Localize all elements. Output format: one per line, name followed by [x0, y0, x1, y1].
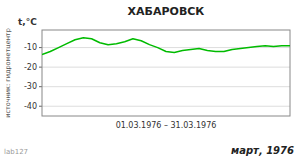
tick-label: -10	[24, 43, 37, 52]
grid-line	[42, 67, 290, 68]
tick-label: -40	[24, 102, 37, 111]
plot-frame	[42, 30, 290, 116]
series-group	[42, 38, 290, 55]
source-label: источник: гидрометцентр	[4, 28, 12, 118]
x-axis-label: 01.03.1976 – 31.03.1976	[116, 121, 217, 130]
tick-label: -20	[24, 63, 37, 72]
y-axis-label: t,°C	[18, 17, 37, 27]
grid-line	[42, 86, 290, 87]
temperature-line	[42, 38, 290, 55]
watermark: lab127	[4, 148, 28, 156]
footer: март, 1976	[231, 145, 294, 156]
grid-line	[42, 106, 290, 107]
plot-area	[42, 30, 290, 116]
tick-label: -30	[24, 82, 37, 91]
chart: -40 -30 -20 -10 ХАБАРОВСК t,°C 01.03.1976 – 31…	[0, 0, 300, 160]
title: ХАБАРОВСК	[128, 5, 205, 18]
